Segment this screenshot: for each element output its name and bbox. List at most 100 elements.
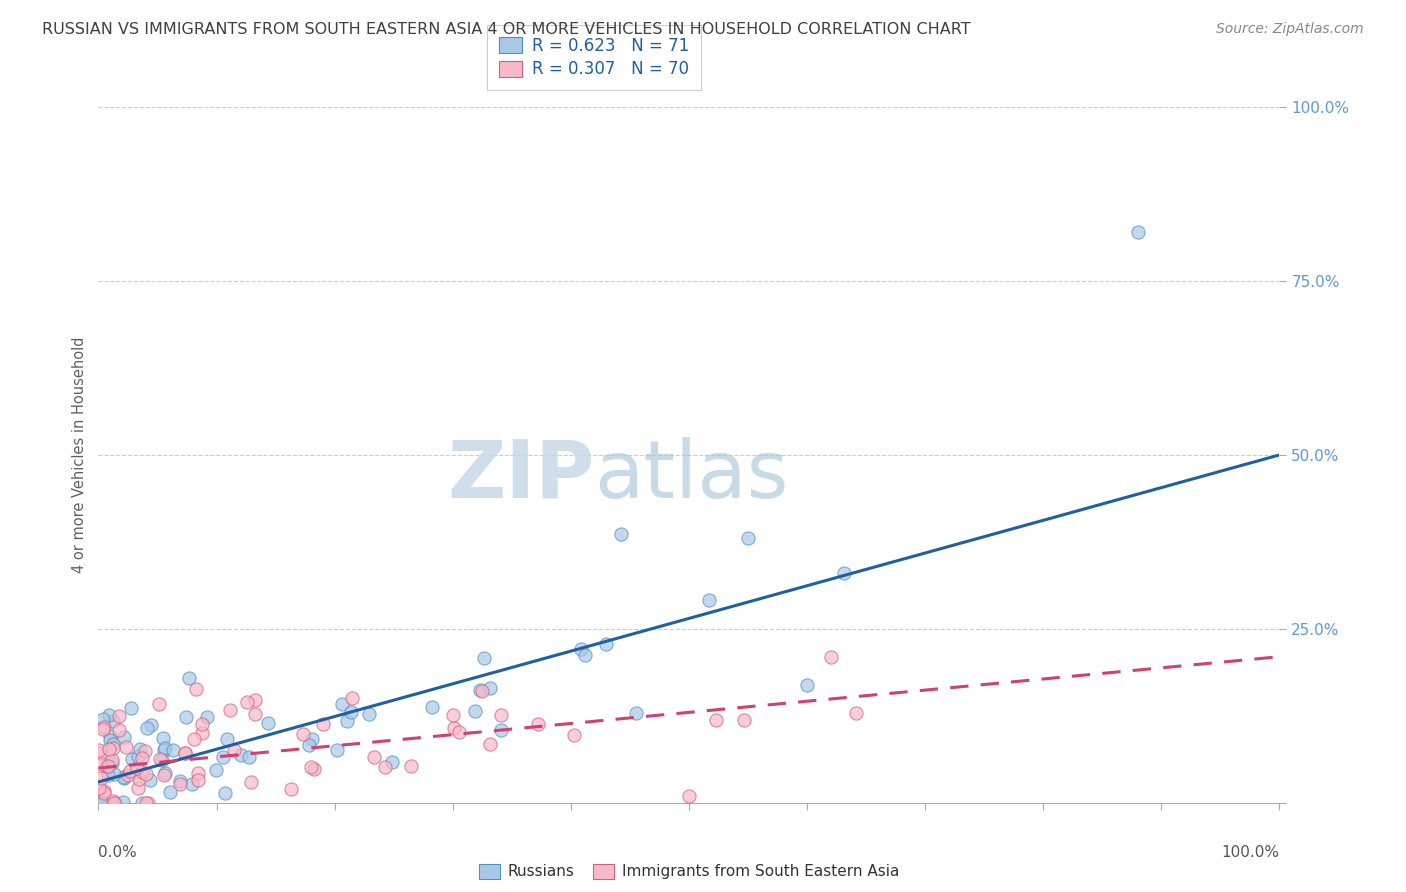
Point xyxy=(162,743,184,757)
Point xyxy=(820,649,842,664)
Point xyxy=(704,713,727,727)
Point xyxy=(381,755,404,769)
Point xyxy=(302,762,325,776)
Point xyxy=(472,651,495,665)
Point xyxy=(257,715,280,730)
Point xyxy=(311,716,333,731)
Point xyxy=(101,737,124,751)
Point xyxy=(471,683,494,698)
Point xyxy=(190,726,212,740)
Point xyxy=(93,784,115,798)
Point xyxy=(94,759,117,773)
Point xyxy=(136,796,159,810)
Point xyxy=(101,753,124,767)
Point xyxy=(97,759,120,773)
Point xyxy=(1126,225,1149,239)
Point xyxy=(155,741,177,756)
Point xyxy=(374,760,396,774)
Point xyxy=(569,642,592,657)
Point xyxy=(336,714,359,728)
Point xyxy=(238,749,260,764)
Point xyxy=(100,756,122,771)
Point xyxy=(180,777,202,791)
Point xyxy=(93,786,115,800)
Point xyxy=(280,781,302,796)
Point xyxy=(174,746,197,760)
Point xyxy=(131,764,153,779)
Text: 100.0%: 100.0% xyxy=(1222,845,1279,860)
Point xyxy=(363,750,385,764)
Point xyxy=(301,731,323,746)
Point xyxy=(479,737,502,751)
Point xyxy=(489,708,512,723)
Point xyxy=(104,796,127,810)
Point xyxy=(479,681,502,695)
Point xyxy=(595,637,617,651)
Point xyxy=(214,786,236,800)
Point xyxy=(100,732,122,747)
Point xyxy=(139,718,162,732)
Point xyxy=(574,648,596,662)
Text: 0.0%: 0.0% xyxy=(98,845,138,860)
Point xyxy=(153,765,176,780)
Point xyxy=(128,742,150,756)
Point xyxy=(441,707,464,722)
Point xyxy=(159,784,181,798)
Point xyxy=(340,691,363,706)
Point xyxy=(125,761,148,775)
Point xyxy=(183,732,205,747)
Text: Source: ZipAtlas.com: Source: ZipAtlas.com xyxy=(1216,22,1364,37)
Point xyxy=(610,527,633,541)
Point xyxy=(174,710,197,724)
Point xyxy=(184,682,207,697)
Point xyxy=(212,750,235,764)
Point xyxy=(135,796,157,810)
Point xyxy=(128,748,150,763)
Point xyxy=(90,796,112,810)
Point xyxy=(121,752,143,766)
Point xyxy=(191,717,214,731)
Point xyxy=(117,768,139,782)
Point xyxy=(697,593,720,607)
Point xyxy=(148,751,170,765)
Point xyxy=(111,795,134,809)
Point xyxy=(98,707,121,722)
Point xyxy=(111,770,134,784)
Point xyxy=(101,793,124,807)
Point xyxy=(174,746,197,760)
Point xyxy=(115,739,138,754)
Point xyxy=(108,709,131,723)
Point xyxy=(399,758,422,772)
Point xyxy=(128,772,150,786)
Point xyxy=(526,716,548,731)
Point xyxy=(100,729,122,743)
Point xyxy=(187,772,209,787)
Point xyxy=(103,796,125,810)
Point xyxy=(112,730,135,744)
Text: atlas: atlas xyxy=(595,437,789,515)
Point xyxy=(118,764,141,778)
Point xyxy=(87,742,110,756)
Point xyxy=(298,738,321,752)
Point xyxy=(562,728,585,742)
Point xyxy=(463,704,485,718)
Point xyxy=(120,700,142,714)
Point xyxy=(135,721,157,735)
Y-axis label: 4 or more Vehicles in Household: 4 or more Vehicles in Household xyxy=(72,336,87,574)
Point xyxy=(359,706,381,721)
Point xyxy=(135,766,157,780)
Point xyxy=(97,768,120,782)
Point xyxy=(443,722,465,736)
Point xyxy=(134,744,156,758)
Point xyxy=(150,754,173,768)
Point xyxy=(236,696,259,710)
Point xyxy=(229,748,252,763)
Point xyxy=(186,765,208,780)
Point xyxy=(240,775,263,789)
Legend: Russians, Immigrants from South Eastern Asia: Russians, Immigrants from South Eastern … xyxy=(472,858,905,886)
Point xyxy=(204,764,226,778)
Point xyxy=(148,697,170,711)
Point xyxy=(131,751,153,765)
Point xyxy=(169,777,191,791)
Point xyxy=(340,705,363,719)
